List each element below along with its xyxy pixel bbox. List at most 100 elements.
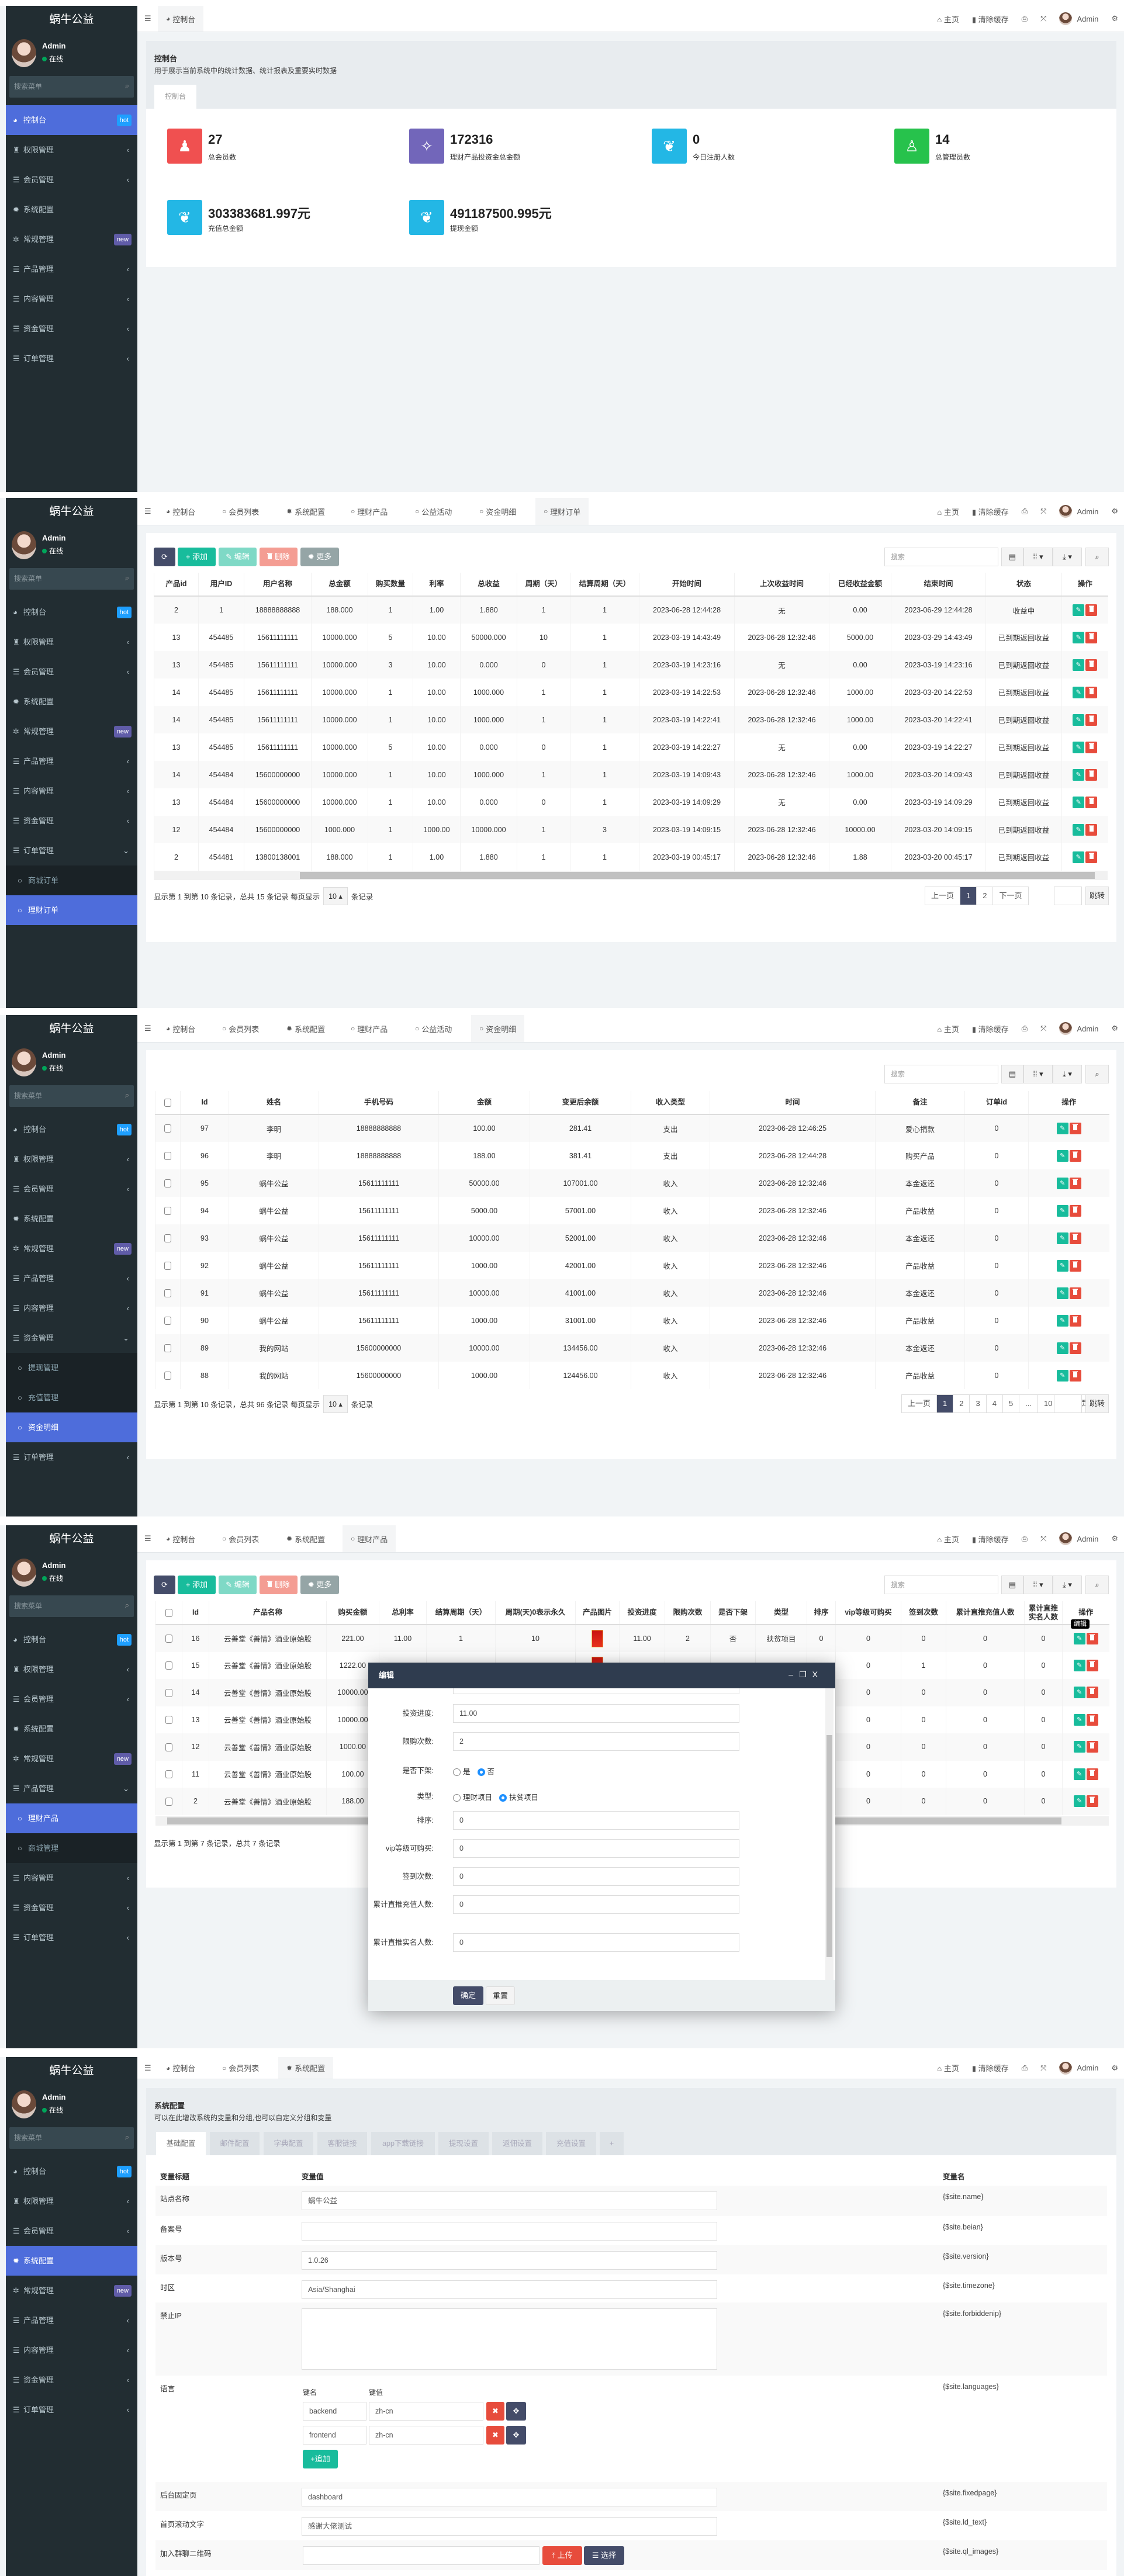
export-icon[interactable]: ⤓ ▾ <box>1053 1576 1082 1594</box>
table-row[interactable]: 89 我的网站 15600000000 10000.00 134456.00 收入 2023… <box>155 1334 1109 1362</box>
row-edit-button[interactable]: ✎ <box>1073 1687 1085 1699</box>
add-button[interactable]: + 添加 <box>178 1576 216 1594</box>
row-delete-button[interactable] <box>1085 796 1098 808</box>
row-delete-button[interactable] <box>1085 604 1098 616</box>
row-checkbox[interactable] <box>155 1307 181 1334</box>
column-header[interactable]: 姓名 <box>229 1091 319 1115</box>
advanced-search-icon[interactable]: ⌕ <box>1085 1065 1109 1083</box>
home-link[interactable]: ⌂ 主页 <box>937 2062 959 2073</box>
column-header[interactable]: 周期(天)0表示永久 <box>495 1601 576 1625</box>
more-button[interactable]: ✹ 更多 <box>300 548 339 566</box>
sidebar-item[interactable]: ☰ 订单管理 ‹ <box>6 1442 137 1472</box>
append-button[interactable]: +追加 <box>303 2450 338 2468</box>
nav-tab[interactable]: ○ 公益活动 <box>407 498 460 525</box>
sidebar-item[interactable]: ☰ 内容管理 ‹ <box>6 1863 137 1893</box>
qr-image-input[interactable] <box>303 2546 539 2565</box>
row-checkbox[interactable] <box>155 1760 182 1788</box>
row-edit-button[interactable]: ✎ <box>1056 1232 1068 1244</box>
sidebar-subitem[interactable]: ○ 理财产品 <box>6 1803 137 1833</box>
column-header[interactable]: 产品图片 <box>575 1601 620 1625</box>
sidebar-subitem[interactable]: ○ 商城管理 <box>6 1833 137 1863</box>
table-row[interactable]: 16 云善堂《善情》酒业原始股 221.00 11.00 1 10 11.00 2 否扶贫项目 0… <box>155 1625 1109 1652</box>
fullscreen-icon[interactable]: ⤧ <box>1040 14 1047 23</box>
settings-gear-icon[interactable]: ⚙ <box>1111 1024 1118 1033</box>
menu-search-input[interactable]: 搜索菜单 ⌕ <box>9 76 134 98</box>
delete-button[interactable]: 删除 <box>260 548 298 566</box>
table-row[interactable]: 93 蜗牛公益 15611111111 10000.00 52001.00 收入 2023-… <box>155 1224 1109 1252</box>
hamburger-menu-icon[interactable]: ☰ <box>144 1024 151 1033</box>
column-header[interactable]: 产品id <box>154 573 199 597</box>
column-header[interactable]: 结束时间 <box>891 573 986 597</box>
row-edit-button[interactable]: ✎ <box>1073 714 1085 726</box>
advanced-search-icon[interactable]: ⌕ <box>1085 548 1109 566</box>
toggle-view-icon[interactable]: ▤ <box>1001 1576 1023 1594</box>
sidebar-item[interactable]: ☰ 资金管理 ‹ <box>6 2365 137 2395</box>
table-row[interactable]: 88 我的网站 15600000000 1000.00 124456.00 收入 2023-… <box>155 1362 1109 1389</box>
column-header[interactable]: 已经收益金额 <box>829 573 891 597</box>
page-button[interactable]: 下一页 <box>992 887 1028 905</box>
close-icon[interactable]: X <box>812 1670 824 1679</box>
sidebar-item[interactable]: ✹ 系统配置 <box>6 687 137 716</box>
settings-gear-icon[interactable]: ⚙ <box>1111 1534 1118 1543</box>
sidebar-item[interactable]: ◕ 控制台 hot <box>6 1625 137 1654</box>
sidebar-item[interactable]: ♜ 权限管理 ‹ <box>6 627 137 657</box>
hamburger-menu-icon[interactable]: ☰ <box>144 1534 151 1543</box>
choose-button[interactable]: ☰ 选择 <box>584 2546 624 2565</box>
search-icon[interactable]: ⌕ <box>124 2132 129 2141</box>
column-header[interactable]: 签到次数 <box>901 1601 946 1625</box>
table-row[interactable]: 94 蜗牛公益 15611111111 5000.00 57001.00 收入 2023-0… <box>155 1197 1109 1224</box>
sidebar-item[interactable]: ☰ 内容管理 ‹ <box>6 776 137 806</box>
page-button[interactable]: 4 <box>985 1395 1002 1412</box>
column-header[interactable]: 结算周期（天） <box>426 1601 496 1625</box>
sidebar-item[interactable]: ☰ 产品管理 ⌄ <box>6 1774 137 1803</box>
row-delete-button[interactable] <box>1086 1659 1098 1671</box>
home-link[interactable]: ⌂ 主页 <box>937 1533 959 1545</box>
table-search-input[interactable]: 搜索 <box>884 1065 998 1083</box>
sidebar-item[interactable]: ✹ 系统配置 <box>6 2246 137 2276</box>
fullscreen-icon[interactable]: ⤧ <box>1040 2063 1047 2072</box>
column-header[interactable]: 排序 <box>807 1601 836 1625</box>
row-delete-button[interactable] <box>1069 1342 1081 1354</box>
radio-option[interactable]: 是 <box>453 1768 471 1777</box>
row-edit-button[interactable]: ✎ <box>1056 1287 1068 1299</box>
sidebar-item[interactable]: ☰ 资金管理 ⌄ <box>6 1323 137 1353</box>
table-row[interactable]: 2 1 18888888888 188.000 1 1.00 1.880 1 1 2023-06-… <box>154 596 1108 624</box>
row-delete-button[interactable] <box>1085 714 1098 726</box>
settings-gear-icon[interactable]: ⚙ <box>1111 14 1118 23</box>
nav-tab[interactable]: ◕ 控制台 <box>158 1525 203 1552</box>
nav-tab[interactable]: ○ 会员列表 <box>214 498 267 525</box>
column-header[interactable]: 用户名称 <box>244 573 312 597</box>
modal-scrollbar[interactable] <box>825 1688 834 1980</box>
column-header[interactable]: 利率 <box>413 573 461 597</box>
advanced-search-icon[interactable]: ⌕ <box>1085 1576 1109 1594</box>
sidebar-item[interactable]: ☰ 内容管理 ‹ <box>6 1293 137 1323</box>
sidebar-item[interactable]: ☰ 资金管理 ‹ <box>6 314 137 344</box>
row-edit-button[interactable]: ✎ <box>1073 1713 1085 1726</box>
row-checkbox[interactable] <box>155 1651 182 1679</box>
table-row[interactable]: 13 454485 15611111111 10000.000 5 10.00 50000.… <box>154 624 1108 651</box>
nav-tab[interactable]: ○ 理财产品 <box>343 1015 396 1042</box>
row-checkbox[interactable] <box>155 1114 181 1142</box>
row-delete-button[interactable] <box>1086 1687 1098 1699</box>
column-header[interactable]: 备注 <box>875 1091 965 1115</box>
row-delete-button[interactable] <box>1085 741 1098 753</box>
home-link[interactable]: ⌂ 主页 <box>937 13 959 25</box>
config-value-input[interactable]: 1.0.26 <box>302 2251 717 2270</box>
toggle-view-icon[interactable]: ▤ <box>1001 1065 1023 1083</box>
row-delete-button[interactable] <box>1069 1149 1081 1162</box>
table-row[interactable]: 14 454485 15611111111 10000.000 1 10.00 1000.0… <box>154 706 1108 733</box>
export-icon[interactable]: ⤓ ▾ <box>1053 1065 1082 1083</box>
radio-option[interactable]: 扶贫项目 <box>499 1793 538 1802</box>
admin-user-menu[interactable]: Admin <box>1059 12 1098 25</box>
config-tab[interactable]: 返佣设置 <box>492 2132 542 2155</box>
clear-cache-button[interactable]: ▮ 清除缓存 <box>972 506 1009 517</box>
sidebar-item[interactable]: ♜ 权限管理 ‹ <box>6 1654 137 1684</box>
row-delete-button[interactable] <box>1086 1795 1098 1808</box>
page-button[interactable]: ... <box>1019 1395 1037 1412</box>
tab-dashboard[interactable]: 控制台 <box>154 85 196 109</box>
config-tab[interactable]: 提现设置 <box>438 2132 489 2155</box>
hamburger-menu-icon[interactable]: ☰ <box>144 2063 151 2072</box>
home-link[interactable]: ⌂ 主页 <box>937 1023 959 1034</box>
sidebar-item[interactable]: ♜ 权限管理 ‹ <box>6 2186 137 2216</box>
table-search-input[interactable]: 搜索 <box>884 1576 998 1594</box>
